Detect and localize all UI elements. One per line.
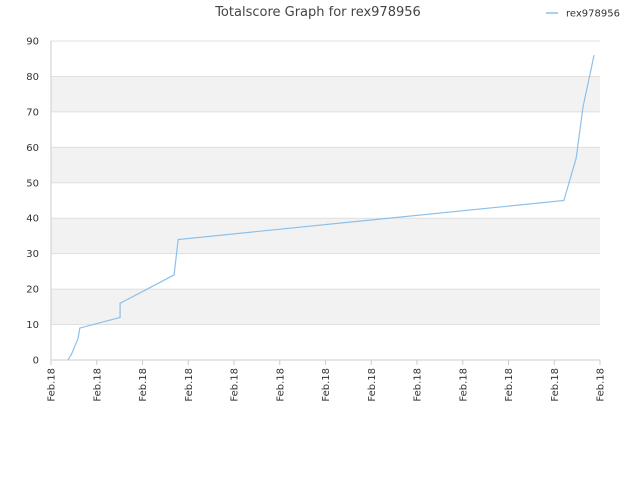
y-tick-label: 50	[26, 178, 39, 189]
x-tick-label: Feb.18	[92, 368, 103, 402]
x-tick-label: Feb.18	[550, 368, 561, 402]
x-tick-label: Feb.18	[275, 368, 286, 402]
x-tick-label: Feb.18	[47, 368, 58, 402]
grid-band	[51, 289, 600, 325]
series-line	[67, 55, 595, 361]
x-tick-label: Feb.18	[504, 368, 515, 402]
x-tick-label: Feb.18	[138, 368, 149, 402]
x-tick-label: Feb.18	[367, 368, 378, 402]
x-tick-label: Feb.18	[321, 368, 332, 402]
y-tick-label: 60	[26, 143, 39, 154]
grid-band	[51, 76, 600, 112]
y-tick-label: 10	[26, 320, 39, 331]
grid-band	[51, 218, 600, 254]
y-tick-label: 70	[26, 107, 39, 118]
y-tick-label: 20	[26, 285, 39, 296]
y-tick-label: 90	[26, 37, 39, 48]
y-tick-label: 80	[26, 72, 39, 83]
x-tick-label: Feb.18	[458, 368, 469, 402]
x-tick-label: Feb.18	[413, 368, 424, 402]
y-tick-label: 30	[26, 249, 39, 260]
grid-band	[51, 147, 600, 183]
chart-title: Totalscore Graph for rex978956	[214, 5, 421, 20]
y-tick-label: 40	[26, 214, 39, 225]
x-tick-label: Feb.18	[230, 368, 241, 402]
legend-label: rex978956	[566, 9, 620, 20]
x-tick-label: Feb.18	[184, 368, 195, 402]
x-tick-label: Feb.18	[596, 368, 607, 402]
y-tick-label: 0	[33, 356, 39, 367]
